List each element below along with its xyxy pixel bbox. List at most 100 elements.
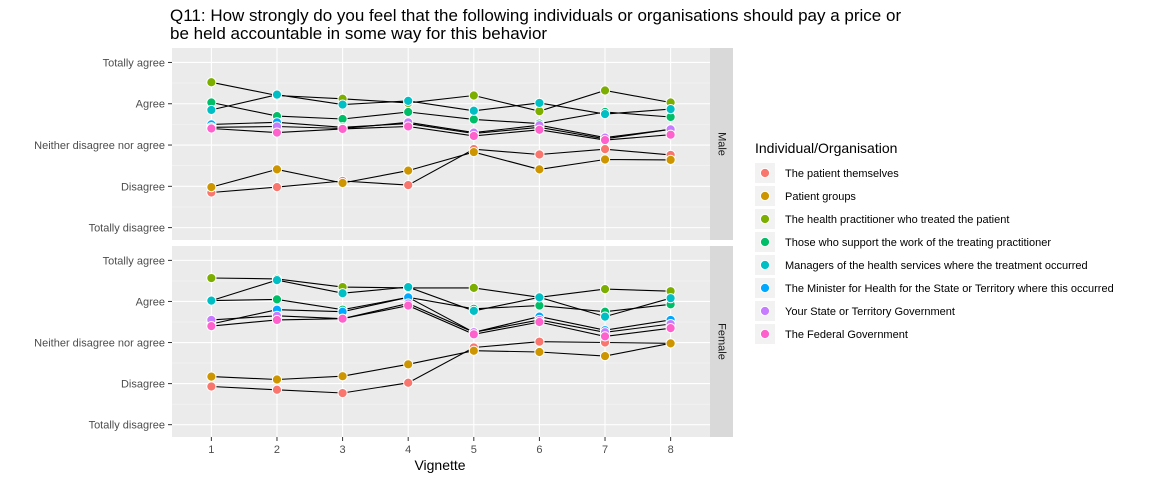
- data-point: [468, 90, 479, 101]
- data-point: [271, 164, 283, 175]
- panel-background: [172, 246, 710, 437]
- legend-key-point: [759, 305, 771, 317]
- data-point: [534, 124, 545, 135]
- series-line: [211, 94, 671, 115]
- data-point: [468, 345, 479, 356]
- data-point: [534, 346, 545, 358]
- data-point: [468, 130, 479, 142]
- series-line: [211, 302, 671, 333]
- legend-label: Those who support the work of the treati…: [785, 237, 1051, 249]
- data-point: [403, 281, 414, 293]
- data-point: [403, 179, 414, 191]
- data-point: [403, 95, 414, 106]
- series-line: [211, 125, 671, 141]
- data-point: [468, 282, 479, 293]
- series-line: [211, 296, 671, 333]
- legend-key-point: [759, 282, 771, 294]
- legend-label: The health practitioner who treated the …: [785, 214, 1009, 226]
- x-tick-label: 6: [536, 444, 542, 456]
- data-point: [534, 149, 545, 160]
- data-point: [599, 284, 611, 295]
- series-line: [211, 148, 671, 194]
- y-tick-label: Agree: [136, 99, 165, 111]
- legend-label: The patient themselves: [785, 168, 899, 180]
- y-tick-label: Disagree: [121, 379, 165, 391]
- facet-strip-label: Female: [716, 323, 728, 360]
- x-tick-label: 3: [340, 444, 346, 456]
- data-point: [271, 294, 283, 305]
- data-point: [337, 371, 348, 382]
- data-point: [271, 89, 283, 100]
- series-line: [211, 121, 671, 139]
- panel-female: Totally disagree Disagree Neither disagree…: [34, 246, 733, 437]
- y-tick-label: Neither disagree nor agree: [34, 338, 165, 350]
- data-point: [534, 97, 545, 109]
- legend-key-point: [759, 259, 771, 271]
- data-point: [665, 323, 676, 334]
- data-point: [206, 123, 217, 134]
- series-line: [211, 341, 671, 394]
- facet-strip-label: Male: [716, 132, 728, 156]
- legend-key-point: [759, 236, 771, 248]
- x-tick-label: 7: [602, 444, 608, 456]
- data-point: [599, 350, 611, 362]
- data-point: [665, 338, 676, 349]
- data-point: [468, 146, 479, 158]
- data-point: [534, 164, 545, 175]
- y-tick-label: Neither disagree nor agree: [34, 140, 165, 152]
- series-line: [211, 101, 671, 125]
- legend-label: The Minister for Health for the State or…: [785, 283, 1114, 295]
- data-point: [271, 182, 283, 193]
- data-point: [665, 293, 676, 304]
- data-point: [468, 305, 479, 316]
- data-point: [206, 320, 217, 332]
- x-tick-label: 4: [405, 444, 411, 456]
- data-point: [337, 123, 348, 135]
- data-point: [468, 329, 479, 340]
- chart-title-line-1: Q11: How strongly do you feel that the f…: [170, 6, 901, 25]
- data-point: [599, 331, 611, 342]
- data-point: [534, 292, 545, 303]
- legend-label: Your State or Territory Government: [785, 306, 955, 318]
- panel-male: Totally disagree Disagree Neither disagree…: [34, 48, 733, 240]
- data-point: [337, 313, 348, 324]
- legend-title: Individual/Organisation: [755, 140, 897, 156]
- facet-strip: [710, 246, 733, 437]
- data-point: [403, 377, 414, 388]
- data-point: [468, 105, 479, 116]
- data-point: [665, 129, 676, 140]
- legend-label: Managers of the health services where th…: [785, 260, 1088, 272]
- series-line: [211, 342, 671, 381]
- chart-title-line-2: be held accountable in some way for this…: [170, 24, 547, 43]
- data-point: [403, 359, 414, 370]
- series-line: [211, 305, 671, 337]
- data-point: [403, 121, 414, 132]
- facet-strip: [710, 48, 733, 240]
- data-point: [337, 288, 348, 299]
- legend-key-point: [759, 167, 771, 179]
- legend-label: Patient groups: [785, 191, 856, 203]
- data-point: [271, 314, 283, 326]
- legend-label: The Federal Government: [785, 329, 908, 341]
- series-line: [211, 279, 671, 318]
- data-point: [337, 99, 348, 110]
- legend-key-point: [759, 190, 771, 202]
- series-line: [211, 277, 671, 298]
- data-point: [599, 108, 611, 120]
- data-point: [599, 154, 611, 165]
- data-point: [599, 311, 611, 322]
- data-point: [534, 316, 545, 328]
- legend: The patient themselves Patient groups The …: [755, 163, 1114, 344]
- x-axis: 1 2 3 4 5 6 7 8: [208, 437, 674, 456]
- data-point: [206, 381, 217, 392]
- x-tick-label: 2: [274, 444, 280, 456]
- y-tick-label: Totally disagree: [89, 420, 165, 432]
- series-line: [211, 121, 671, 140]
- x-tick-label: 8: [668, 444, 674, 456]
- y-tick-label: Totally agree: [103, 57, 165, 69]
- data-point: [206, 77, 217, 88]
- data-point: [271, 274, 283, 286]
- data-point: [534, 336, 545, 347]
- data-point: [337, 387, 348, 399]
